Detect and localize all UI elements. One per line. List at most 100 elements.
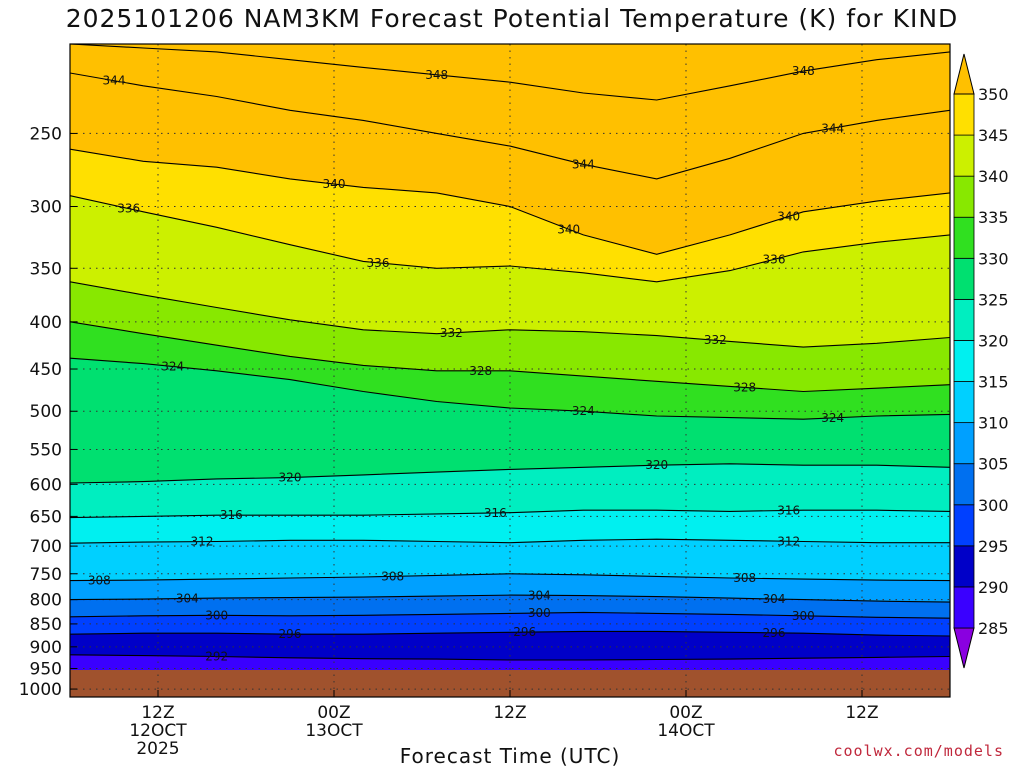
colorbar-label: 330 — [978, 249, 1009, 268]
contour-label: 320 — [645, 458, 668, 472]
colorbar-label: 340 — [978, 167, 1009, 186]
colorbar-label: 320 — [978, 331, 1009, 350]
plot-area — [70, 44, 950, 697]
band-fill — [70, 631, 950, 660]
colorbar-swatch — [953, 134, 975, 177]
colorbar-label: 310 — [978, 414, 1009, 433]
contour-line-348 — [70, 44, 950, 101]
contour-line-304 — [70, 594, 950, 603]
colorbar-swatch — [953, 257, 975, 300]
contour-line-296 — [70, 630, 950, 637]
contour-label: 344 — [821, 121, 844, 135]
y-tick-label: 550 — [30, 440, 62, 460]
contour-label: 316 — [220, 508, 243, 522]
y-tick-label: 250 — [30, 124, 62, 144]
y-tick-label: 1000 — [19, 680, 62, 700]
colorbar-label: 345 — [978, 126, 1009, 145]
contour-label: 304 — [528, 588, 551, 602]
contour-label: 324 — [572, 404, 595, 418]
colorbar-swatch — [953, 422, 975, 465]
contour-line-324 — [70, 357, 950, 420]
band-fill — [70, 463, 950, 518]
colorbar-swatch — [953, 463, 975, 506]
band-fill — [70, 195, 950, 348]
contour-label: 328 — [733, 380, 756, 394]
y-tick-label: 300 — [30, 198, 62, 218]
y-tick-label: 350 — [30, 259, 62, 279]
contour-labels: 292 296 296 296 300 300 300 304 304 304 308 308 308 3… — [88, 64, 844, 663]
colorbar-label: 315 — [978, 373, 1009, 392]
x-tick-label: 13OCT — [305, 721, 363, 741]
y-tick-label: 600 — [30, 475, 62, 495]
colorbar-swatch — [953, 93, 975, 136]
colorbar-label: 305 — [978, 455, 1009, 474]
y-tick-label: 450 — [30, 360, 62, 380]
contour-line-292 — [70, 654, 950, 661]
colorbar-label: 350 — [978, 85, 1009, 104]
colorbar-swatch — [953, 298, 975, 341]
colorbar-swatch — [953, 216, 975, 259]
contour-label: 332 — [704, 333, 727, 347]
contour-label: 340 — [557, 222, 580, 236]
band-fill — [70, 149, 950, 282]
band-fill — [70, 358, 950, 483]
contour-label: 308 — [733, 571, 756, 585]
band-fill — [70, 510, 950, 544]
y-axis: 250 300 350 400 450 500 550 600 650 700 750 800 850 9… — [19, 124, 77, 700]
contour-label: 308 — [88, 573, 111, 587]
contour-lines — [70, 44, 950, 661]
colorbar-swatch — [953, 545, 975, 588]
colorbar-label: 285 — [978, 619, 1009, 638]
contour-line-340 — [70, 148, 950, 255]
contour-label: 300 — [792, 609, 815, 623]
contour-label: 324 — [161, 360, 184, 374]
y-tick-label: 650 — [30, 507, 62, 527]
contour-label: 336 — [763, 252, 786, 266]
contour-line-332 — [70, 281, 950, 348]
x-tick-label: 12Z — [493, 703, 526, 723]
contour-label: 344 — [103, 74, 126, 88]
contour-label: 316 — [777, 503, 800, 517]
colorbar-swatch — [953, 381, 975, 424]
contour-line-312 — [70, 538, 950, 544]
y-tick-label: 700 — [30, 537, 62, 557]
x-tick-label: 2025 — [136, 739, 179, 759]
x-tick-label: 12Z — [845, 703, 878, 723]
colorbar-label: 295 — [978, 537, 1009, 556]
contour-label: 340 — [323, 177, 346, 191]
colorbar: 285 290 295 300 305 310 315 320 325 330 335 340 345 3… — [953, 53, 1009, 669]
contour-label: 324 — [821, 411, 844, 425]
contour-label: 300 — [205, 608, 228, 622]
credit-text: coolwx.com/models — [833, 742, 1004, 760]
colorbar-swatch — [953, 504, 975, 547]
contour-label: 304 — [176, 592, 199, 606]
colorbar-label: 300 — [978, 496, 1009, 515]
y-tick-label: 500 — [30, 402, 62, 422]
band-fill — [70, 44, 950, 179]
colorbar-swatch — [953, 586, 975, 629]
y-tick-label: 950 — [30, 660, 62, 680]
contour-label: 316 — [484, 506, 507, 520]
colorbar-label: 325 — [978, 290, 1009, 309]
x-tick-label: 14OCT — [657, 721, 715, 741]
contour-label: 344 — [572, 157, 595, 171]
band-fill — [70, 321, 950, 420]
contour-label: 312 — [191, 535, 214, 549]
band-fill — [70, 595, 950, 619]
contour-line-300 — [70, 611, 950, 619]
band-fill — [70, 73, 950, 255]
contour-label: 304 — [763, 592, 786, 606]
contour-label: 332 — [440, 326, 463, 340]
colorbar-label: 290 — [978, 578, 1009, 597]
contour-line-336 — [70, 195, 950, 283]
contour-line-316 — [70, 509, 950, 519]
contour-label: 336 — [367, 256, 390, 270]
contour-line-308 — [70, 573, 950, 582]
y-tick-label: 800 — [30, 591, 62, 611]
x-tick-label: 12OCT — [129, 721, 187, 741]
colorbar-swatch — [953, 175, 975, 218]
contour-label: 296 — [763, 626, 786, 640]
colorbar-swatch — [953, 340, 975, 382]
